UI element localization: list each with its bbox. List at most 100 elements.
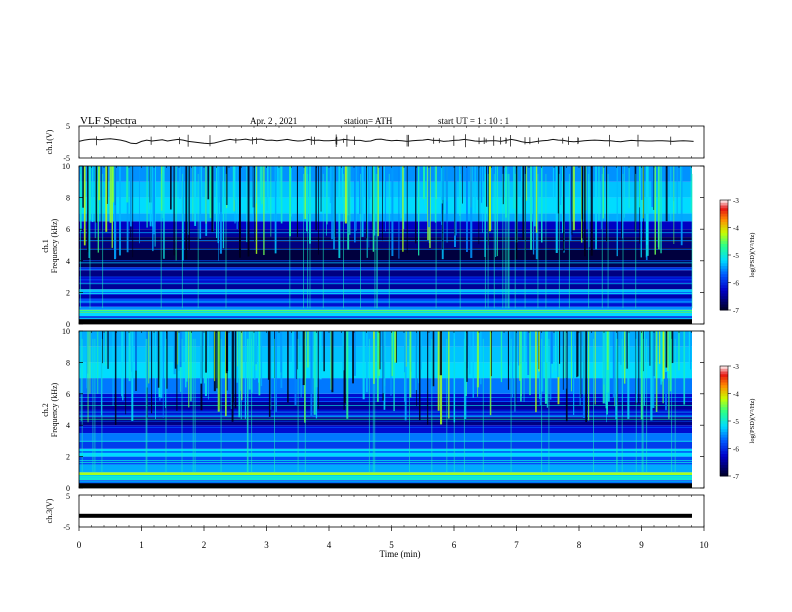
spec-streak	[624, 166, 625, 218]
spec-streak	[232, 331, 234, 403]
spec-streak	[488, 166, 491, 232]
spec-streak	[409, 331, 412, 398]
spec-band	[79, 270, 692, 277]
spec-streak	[268, 331, 271, 417]
spec-streak	[152, 166, 154, 252]
spec-streak	[673, 166, 675, 245]
xtick-label: 10	[700, 540, 710, 550]
ch1-waveform-panel: 5 -5 ch.1(V)	[45, 122, 705, 163]
spec-streak	[176, 331, 178, 411]
spec-streak	[546, 331, 548, 408]
spec-streak	[255, 331, 257, 365]
spec-band	[79, 472, 692, 476]
colorbar-cell	[720, 382, 728, 386]
spec-streak	[390, 331, 392, 396]
spec-streak	[160, 331, 163, 399]
spec-sferic	[558, 173, 560, 309]
spec-sferic	[368, 338, 370, 473]
spec-streak	[175, 166, 177, 261]
spec-streak	[204, 331, 205, 384]
spec-sferic	[588, 173, 590, 309]
spec-streak	[507, 166, 509, 222]
spec-streak	[539, 331, 542, 406]
spec-sferic	[165, 338, 167, 473]
xtick-label: 9	[639, 540, 644, 550]
spec-streak	[590, 166, 593, 256]
spec-streak	[119, 166, 121, 256]
spec-sferic	[289, 173, 291, 309]
ch1-spectrogram-yticks: 10 8 6 4 2 0	[62, 162, 704, 329]
spec-streak	[507, 331, 509, 390]
spec-streak	[535, 166, 538, 233]
spec-band	[79, 440, 692, 449]
spec-streak	[378, 331, 381, 370]
spec-streak	[546, 331, 548, 363]
spec-streak	[522, 166, 525, 241]
spec-sferic	[646, 338, 648, 473]
spec-streak	[166, 331, 168, 389]
colorbar-cell	[720, 304, 728, 308]
spec-streak	[376, 331, 379, 402]
spec-streak	[239, 166, 240, 255]
spec-sferic	[593, 338, 594, 473]
colorbar-cell	[720, 246, 728, 250]
spec-bottom-strip	[79, 319, 692, 324]
spec-streak	[521, 166, 523, 209]
spec-sferic	[482, 338, 484, 473]
spec-sferic	[304, 338, 306, 473]
spec-sferic	[635, 338, 637, 473]
colorbar-cell	[720, 456, 728, 460]
spec-sferic	[374, 338, 376, 473]
xtick-label: 0	[77, 540, 82, 550]
spec-streak	[420, 331, 422, 370]
spec-streak	[520, 331, 522, 402]
spec-streak	[643, 331, 645, 406]
ch2-spectrogram-panel: 10 8 6 4 2 0 ch.2 Frequency (kHz)	[41, 327, 705, 493]
spec-streak	[105, 166, 108, 232]
spec-streak	[297, 331, 298, 370]
spec-sferic	[622, 173, 624, 309]
colorbar-tick-label: -5	[733, 418, 739, 426]
spec-band	[79, 346, 692, 363]
spec-streak	[559, 331, 561, 364]
spec-streak	[361, 166, 364, 237]
spec-streak	[214, 331, 216, 382]
colorbar-cell	[720, 410, 728, 414]
spec-band	[79, 409, 692, 418]
colorbar-cell	[720, 213, 728, 217]
spec-band	[79, 241, 692, 249]
spec-streak	[617, 331, 619, 405]
spec-sferic	[507, 173, 509, 309]
spec-streak	[313, 331, 316, 415]
spec-streak	[231, 331, 234, 422]
spec-sferic	[181, 173, 183, 309]
ch2-spec-ylabel-channel: ch.2	[41, 403, 50, 417]
colorbar-cell	[720, 249, 728, 253]
spec-streak	[248, 331, 251, 390]
spec-streak	[226, 331, 228, 391]
spec-streak	[170, 166, 172, 210]
spec-sferic	[89, 173, 91, 309]
spec-streak	[372, 166, 375, 252]
spec-streak	[577, 331, 579, 377]
xtick-label: 3	[264, 540, 269, 550]
spec-streak	[87, 331, 89, 423]
spec-streak	[643, 166, 645, 241]
spec-streak	[533, 166, 536, 227]
spec-streak	[131, 331, 134, 422]
spec-sferic	[409, 338, 410, 473]
spec-streak	[194, 166, 197, 226]
spec-sferic	[541, 338, 543, 473]
spec-streak	[565, 331, 567, 389]
colorbar-cell	[720, 279, 728, 283]
spec-streak	[94, 166, 96, 239]
ch2-spectrogram-bands	[79, 331, 704, 488]
spec-streak	[304, 166, 306, 220]
spec-streak	[563, 166, 565, 252]
spec-streak	[366, 331, 368, 393]
spec-streak	[477, 331, 479, 397]
spec-band	[79, 425, 692, 434]
spec-streak	[128, 331, 131, 382]
spec-streak	[86, 331, 87, 389]
